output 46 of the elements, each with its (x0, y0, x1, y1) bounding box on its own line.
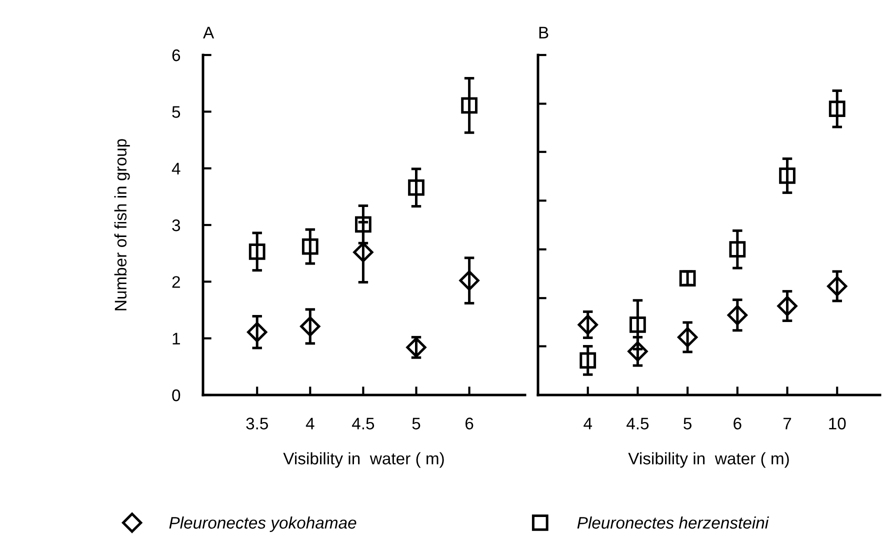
x-tick-label: 4 (306, 418, 314, 430)
x-axis-title: Visibility in water ( m) (283, 452, 444, 468)
x-tick-label: 4 (584, 418, 592, 430)
point (459, 270, 480, 291)
y-tick-label: 4 (172, 162, 180, 174)
x-tick-label: 4.5 (626, 418, 649, 430)
point (828, 100, 846, 118)
point (777, 296, 798, 316)
point (355, 216, 372, 233)
chart-title: B (539, 26, 548, 38)
point (406, 337, 426, 358)
x-tick-label: 3.5 (246, 418, 268, 430)
y-tick-label: 3 (172, 219, 180, 232)
point (302, 238, 318, 255)
point (779, 168, 796, 184)
y-tick-label: 1 (172, 332, 180, 344)
point (630, 316, 646, 333)
point (677, 327, 698, 348)
y-tick-label: 0 (172, 389, 180, 402)
x-tick-label: 6 (734, 418, 742, 430)
point (727, 305, 748, 326)
point (580, 352, 596, 369)
x-tick-label: 10 (829, 418, 846, 430)
legend-label: Pleuronectes yokohamae (169, 516, 356, 532)
point (827, 276, 848, 296)
x-tick-label: 4.5 (352, 418, 374, 430)
x-tick-label: 5 (412, 418, 420, 430)
point (729, 241, 746, 258)
chart-title: A (203, 26, 214, 38)
y-tick-label: 2 (172, 276, 180, 288)
y-axis-title: Number of fish in group (114, 139, 130, 310)
point (353, 242, 374, 262)
point (461, 97, 478, 114)
legend-label: Pleuronectes herzensteini (577, 516, 769, 529)
x-tick-label: 5 (684, 418, 692, 430)
x-tick-label: 6 (466, 418, 474, 430)
point (578, 314, 598, 335)
y-tick-label: 5 (172, 106, 180, 118)
point (408, 179, 424, 196)
point (248, 243, 266, 260)
point (300, 316, 320, 337)
point (628, 341, 648, 362)
x-tick-label: 7 (783, 418, 792, 430)
y-tick-label: 6 (172, 49, 180, 62)
x-axis-title: Visibility in water ( m) (628, 452, 789, 468)
point (247, 322, 268, 342)
